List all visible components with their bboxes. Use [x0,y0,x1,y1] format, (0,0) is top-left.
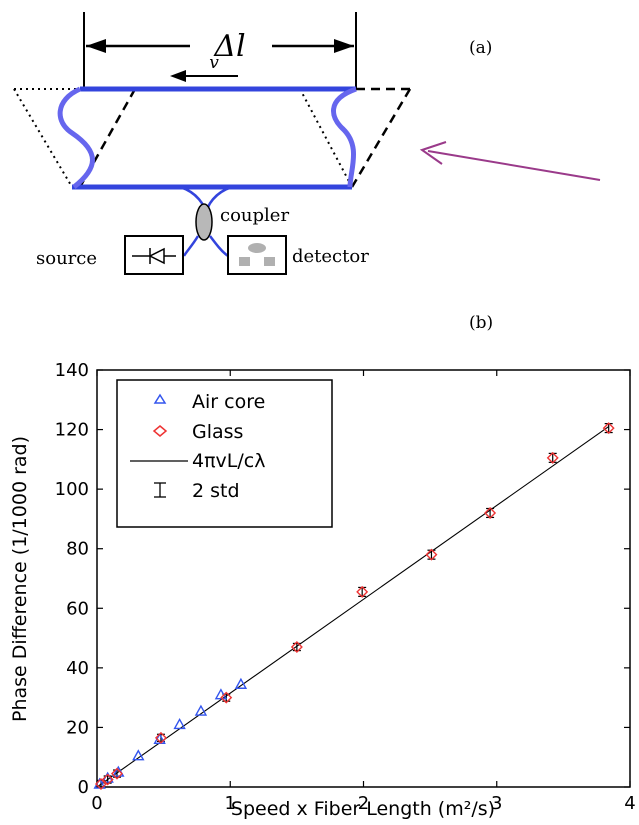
legend-air-core-marker [153,393,167,404]
legend-errbar-label: 2 std [192,480,240,502]
legend-fit-label: 4πvL/cλ [192,450,265,472]
glass-point-10 [602,422,615,435]
coupler-to-detector [209,235,229,258]
x-tick-label-0: 0 [91,793,102,814]
air-core-point-3 [132,749,145,761]
legend-air-core-label: Air core [192,391,265,413]
x-tick-label-3: 3 [491,793,502,814]
glass-point-0 [95,778,107,791]
detector-element-right [264,257,275,266]
air-core-point-8 [234,677,248,689]
pointer-arrow-line [427,150,601,181]
x-tick-label-2: 2 [358,793,369,814]
delta-l-right-arrowhead [334,39,354,53]
coupler-label: coupler [220,205,289,226]
y-tick-label-5: 100 [55,479,89,500]
y-tick-label-3: 60 [66,598,89,619]
fiber-right-wave [331,86,357,188]
left-dotted-side [13,88,73,188]
velocity-label: v [209,53,219,73]
y-tick-label-6: 120 [55,420,89,441]
panel-a-label: (a) [469,38,493,58]
legend: Air core Glass 4πvL/cλ 2 std [116,379,333,528]
right-dotted-side [299,88,353,188]
y-tick-label-2: 40 [66,658,89,679]
air-core-point-7 [214,688,228,700]
fiber-left-wave [57,86,95,189]
source-label: source [36,248,97,269]
legend-errbar-marker [154,482,166,498]
detector-element-left [239,257,250,266]
glass-point-3 [154,731,167,744]
diode-triangle [148,247,165,265]
legend-glass-marker [152,425,168,437]
y-axis-label: Phase Difference (1/1000 rad) [9,436,31,722]
detector-label: detector [292,246,369,267]
x-axis-label: Speed x Fiber Length (m²/s) [231,798,495,820]
fit-line [96,426,609,788]
glass-point-2 [110,767,123,780]
y-tick-label-0: 0 [78,777,89,798]
glass-point-1 [101,773,114,786]
coupler [195,203,213,241]
glass-point-5 [290,641,303,653]
legend-glass-label: Glass [192,421,243,443]
detector-box [227,235,287,275]
x-tick-label-4: 4 [624,793,635,814]
velocity-arrowhead [170,70,186,82]
y-tick-label-4: 80 [66,539,89,560]
glass-point-7 [425,548,438,561]
glass-point-9 [546,451,559,464]
glass-point-6 [356,585,369,598]
delta-l-left-arrowhead [86,39,106,53]
air-core-point-6 [194,704,208,716]
x-tick-label-1: 1 [225,793,236,814]
right-dashed-side [350,88,412,188]
air-core-point-5 [173,718,186,730]
detector-element-top [248,243,266,253]
glass-point-4 [220,691,233,704]
glass-point-8 [484,506,497,519]
y-tick-label-7: 140 [55,360,89,381]
errorbar-5 [292,642,301,652]
schematic-diagram: Δl v coupler source detector [13,12,601,275]
legend-box [116,379,333,528]
delta-l-label: Δl [213,29,245,64]
pointer-arrowhead [419,141,447,165]
panel-b-label: (b) [469,313,494,333]
y-tick-label-1: 20 [66,717,89,738]
coupler-to-source [182,235,200,257]
